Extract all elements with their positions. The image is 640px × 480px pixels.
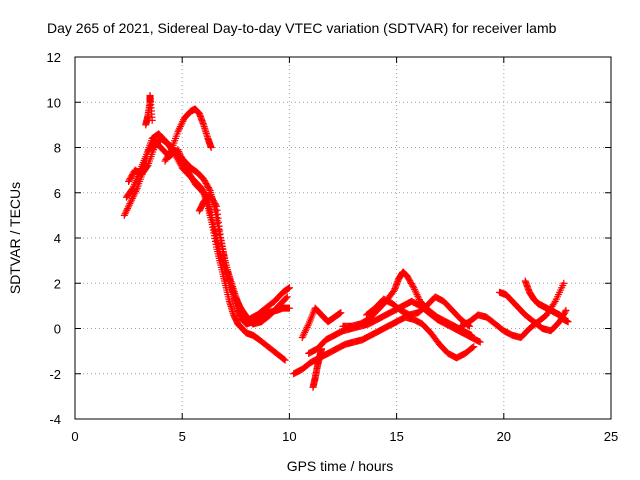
x-tick-label: 20 <box>497 429 511 444</box>
data-point <box>120 211 128 219</box>
data-point <box>124 203 132 211</box>
series-arc-d <box>161 105 215 165</box>
data-point <box>126 199 134 207</box>
data-point <box>281 356 289 364</box>
chart-title: Day 265 of 2021, Sidereal Day-to-day VTE… <box>47 20 557 36</box>
data-point <box>550 299 558 307</box>
x-tick-label: 5 <box>179 429 186 444</box>
data-point <box>411 285 419 293</box>
series-arc-m <box>521 277 572 326</box>
x-tick-label: 25 <box>604 429 618 444</box>
axis-ticks: 0 5 10 15 20 25 -4 -2 0 2 4 6 8 10 12 <box>47 50 619 444</box>
data-point <box>174 128 182 136</box>
data-point <box>130 191 138 199</box>
series-arc-n <box>142 91 156 129</box>
data-point <box>176 123 184 131</box>
x-axis-label: GPS time / hours <box>287 458 394 474</box>
data-point <box>123 206 131 214</box>
data-point <box>282 294 290 302</box>
data-point <box>285 304 293 312</box>
data-point <box>124 205 132 213</box>
data-point <box>128 194 136 202</box>
data-point <box>564 318 572 326</box>
x-tick-label: 15 <box>389 429 403 444</box>
data-point <box>303 323 311 331</box>
data-point <box>127 198 135 206</box>
y-tick-label: 6 <box>54 186 61 201</box>
y-tick-label: -4 <box>49 412 61 427</box>
data-points <box>120 91 572 391</box>
series-arc-o <box>309 345 326 391</box>
data-point <box>212 201 220 209</box>
data-point <box>415 294 423 302</box>
data-point <box>148 116 156 124</box>
data-point <box>302 325 310 333</box>
data-point <box>205 185 213 193</box>
data-point <box>561 308 569 316</box>
x-tick-label: 10 <box>282 429 296 444</box>
data-point <box>409 282 417 290</box>
data-point <box>337 309 345 317</box>
data-point <box>410 284 418 292</box>
data-point <box>176 124 184 132</box>
data-point <box>129 193 137 201</box>
grid <box>75 57 611 419</box>
data-point <box>298 334 306 342</box>
data-point <box>128 185 136 193</box>
data-point <box>560 279 568 287</box>
data-point <box>470 343 478 351</box>
y-axis-label: SDTVAR / TECUs <box>7 182 23 294</box>
data-point <box>179 117 187 125</box>
data-point <box>301 328 309 336</box>
data-point <box>299 332 307 340</box>
y-tick-label: 2 <box>54 276 61 291</box>
data-point <box>207 144 215 151</box>
data-point <box>304 322 312 330</box>
data-point <box>301 327 309 335</box>
data-point <box>562 306 570 314</box>
y-tick-label: 0 <box>54 322 61 337</box>
data-point <box>318 345 326 353</box>
data-point <box>125 201 133 209</box>
series-arc-e <box>195 191 293 328</box>
data-point <box>177 121 185 129</box>
data-point <box>413 291 421 299</box>
data-point <box>285 284 293 292</box>
data-point <box>412 289 420 297</box>
y-tick-label: 4 <box>54 231 61 246</box>
x-tick-label: 0 <box>71 429 78 444</box>
data-point <box>411 287 419 295</box>
data-point <box>128 196 136 204</box>
data-point <box>178 119 186 127</box>
data-point <box>122 208 130 216</box>
data-point <box>300 330 308 338</box>
data-point <box>167 147 175 155</box>
series-arc-h <box>298 304 345 342</box>
data-point <box>175 126 183 134</box>
y-tick-label: -2 <box>49 367 61 382</box>
data-point <box>476 338 484 346</box>
y-tick-label: 10 <box>47 95 61 110</box>
data-point <box>280 355 288 363</box>
y-tick-label: 12 <box>47 50 61 65</box>
data-point <box>469 343 477 351</box>
data-point <box>468 331 476 339</box>
data-point <box>121 210 129 218</box>
y-tick-label: 8 <box>54 141 61 156</box>
data-point <box>414 292 422 300</box>
series-arc-b <box>125 134 293 323</box>
data-point <box>283 293 291 301</box>
series-arc-f <box>290 313 478 378</box>
